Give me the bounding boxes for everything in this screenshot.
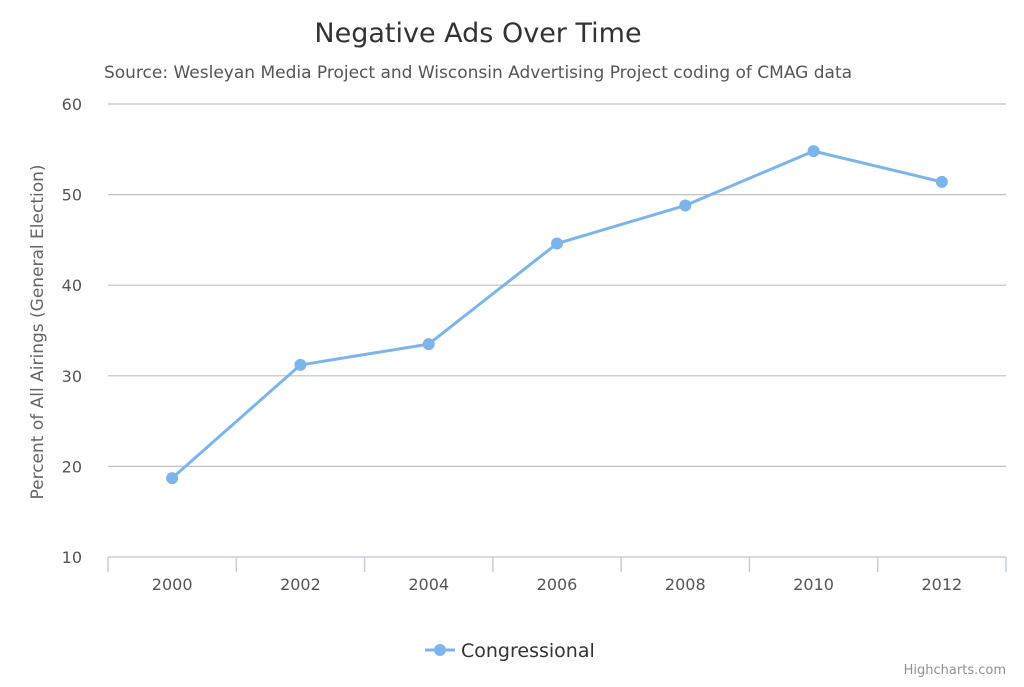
data-point[interactable] xyxy=(679,199,692,212)
y-tick-label: 50 xyxy=(62,186,82,205)
gridlines xyxy=(108,103,1006,467)
y-tick-label: 10 xyxy=(62,548,82,567)
data-point[interactable] xyxy=(166,472,179,485)
x-tick-label: 2010 xyxy=(793,575,834,594)
legend[interactable]: Congressional xyxy=(425,640,595,662)
data-point[interactable] xyxy=(551,237,563,250)
legend-item-congressional[interactable]: Congressional xyxy=(461,640,595,662)
y-tick-label: 30 xyxy=(62,367,82,386)
y-tick-label: 20 xyxy=(62,457,82,476)
x-tick-label: 2004 xyxy=(408,575,449,594)
credits-link[interactable]: Highcharts.com xyxy=(904,663,1006,678)
series-congressional xyxy=(166,145,948,485)
x-tick-label: 2012 xyxy=(921,575,962,594)
x-tick-label: 2008 xyxy=(665,575,706,594)
chart-title: Negative Ads Over Time xyxy=(314,18,641,49)
x-axis-ticks: 2000 2002 2004 2006 2008 2010 2012 xyxy=(152,575,962,594)
data-point[interactable] xyxy=(422,338,435,351)
y-axis-ticks: 10 20 30 40 50 60 xyxy=(62,95,82,567)
x-tick-label: 2002 xyxy=(280,575,321,594)
data-point[interactable] xyxy=(294,358,307,371)
x-axis xyxy=(107,556,1007,572)
data-point[interactable] xyxy=(935,175,948,188)
y-tick-label: 40 xyxy=(62,276,82,295)
chart-subtitle: Source: Wesleyan Media Project and Wisco… xyxy=(104,63,852,83)
series-line xyxy=(170,149,944,480)
data-point[interactable] xyxy=(807,145,820,158)
legend-marker-icon xyxy=(434,644,446,656)
x-tick-label: 2006 xyxy=(537,575,578,594)
y-axis-label: Percent of All Airings (General Election… xyxy=(28,164,48,499)
x-tick-label: 2000 xyxy=(152,575,193,594)
y-tick-label: 60 xyxy=(62,95,82,114)
